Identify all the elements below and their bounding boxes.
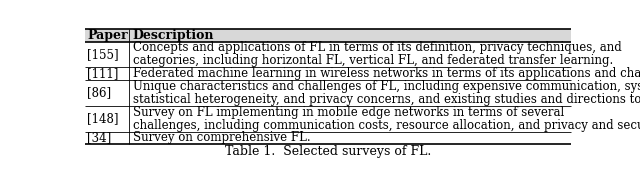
Text: Concepts and applications of FL in terms of its definition, privacy techniques, : Concepts and applications of FL in terms… (132, 41, 621, 54)
FancyBboxPatch shape (85, 29, 571, 42)
Text: Unique characteristics and challenges of FL, including expensive communication, : Unique characteristics and challenges of… (132, 80, 640, 93)
Text: Table 1.  Selected surveys of FL.: Table 1. Selected surveys of FL. (225, 145, 431, 158)
Text: Paper: Paper (88, 29, 128, 42)
Text: Description: Description (132, 29, 214, 42)
Text: [111]: [111] (88, 67, 119, 80)
Text: [148]: [148] (88, 112, 119, 125)
Text: Survey on comprehensive FL.: Survey on comprehensive FL. (132, 131, 310, 144)
Text: Survey on FL implementing in mobile edge networks in terms of several: Survey on FL implementing in mobile edge… (132, 106, 564, 119)
Text: categories, including horizontal FL, vertical FL, and federated transfer learnin: categories, including horizontal FL, ver… (132, 54, 613, 67)
Text: [86]: [86] (88, 87, 111, 99)
Text: statistical heterogeneity, and privacy concerns, and existing studies and direct: statistical heterogeneity, and privacy c… (132, 93, 640, 106)
Text: Federated machine learning in wireless networks in terms of its applications and: Federated machine learning in wireless n… (132, 67, 640, 80)
Text: [34]: [34] (88, 131, 112, 144)
Text: challenges, including communication costs, resource allocation, and privacy and : challenges, including communication cost… (132, 119, 640, 132)
Text: [155]: [155] (88, 48, 119, 61)
